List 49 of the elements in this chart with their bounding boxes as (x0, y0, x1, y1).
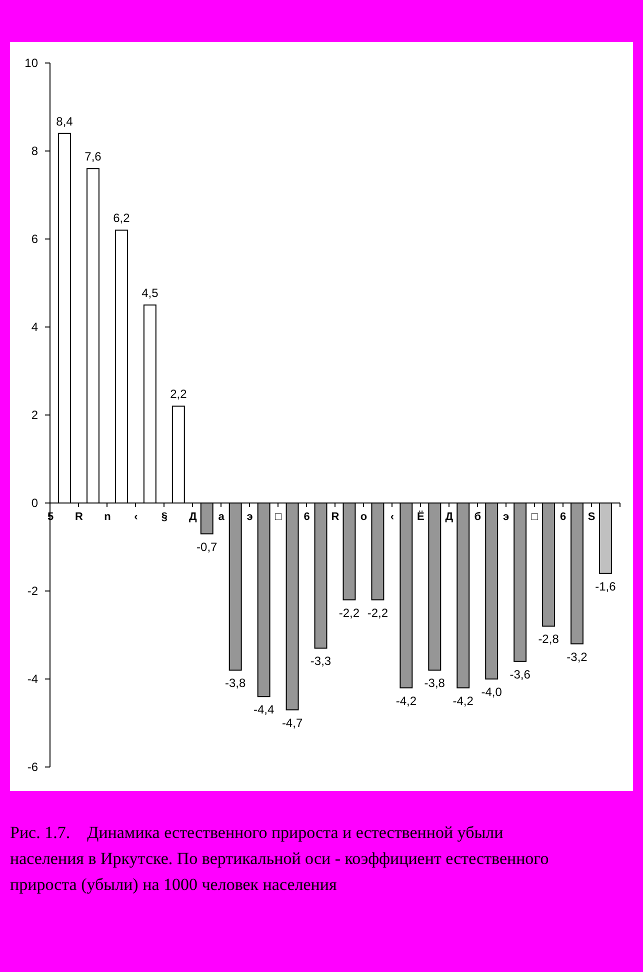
x-tick-label: R (75, 511, 84, 523)
x-tick-label: R (331, 511, 340, 523)
data-label: -4,2 (452, 694, 474, 708)
y-tick-label: -4 (27, 672, 38, 686)
x-tick-label: 6 (560, 511, 566, 523)
x-tick-label: n (104, 511, 112, 523)
y-tick-label: -2 (27, 584, 38, 598)
data-label: -3,8 (424, 676, 446, 690)
data-label: -1,6 (595, 579, 616, 594)
data-label: -2,8 (538, 632, 560, 646)
data-label: -3,8 (225, 676, 246, 690)
x-tick-label: □ (531, 511, 538, 523)
data-label: 4,5 (142, 286, 159, 300)
x-tick-label: Д (188, 511, 197, 523)
data-label: -4,0 (481, 685, 502, 699)
data-label: 6,2 (113, 211, 130, 226)
x-tick-label: § (161, 511, 168, 523)
y-tick-label: 0 (31, 496, 38, 510)
y-tick-label: -6 (27, 760, 38, 774)
x-tick-label: ‹ (134, 511, 138, 523)
data-label: -3,6 (510, 667, 531, 682)
x-tick-label: Д (445, 511, 454, 523)
x-tick-label: б (474, 511, 482, 523)
data-label: -2,2 (367, 606, 388, 620)
data-label: 2,2 (170, 387, 188, 402)
x-tick-label: а (218, 511, 226, 523)
data-label: -3,2 (566, 650, 588, 664)
x-tick-label: э (246, 511, 253, 523)
x-tick-label: э (503, 511, 510, 523)
data-label: -2,2 (338, 606, 360, 620)
data-label: -0,7 (196, 540, 218, 554)
data-label: 8,4 (56, 114, 74, 128)
x-tick-label: ‹ (390, 511, 394, 523)
x-tick-label: Ё (416, 510, 424, 523)
x-tick-label: о (360, 511, 368, 523)
x-tick-label: □ (274, 511, 282, 523)
text: Рис. 1.7. Динамика естественного прироста и естественной убыли населения в Иркутске. По вертикальной оси - коэффициент естественного прироста (убыли) на 1000 человек населения (10, 822, 550, 896)
data-label: -4,4 (253, 702, 274, 717)
y-tick-label: 2 (31, 408, 38, 422)
data-label: -3,3 (310, 654, 332, 668)
x-tick-label: S (588, 511, 596, 523)
x-tick-label: 6 (304, 511, 310, 523)
y-tick-label: 8 (31, 144, 38, 158)
data-label: -4,2 (396, 694, 417, 708)
y-tick-label: 6 (31, 232, 38, 246)
y-tick-label: 4 (31, 320, 38, 334)
y-tick-label: 10 (24, 56, 38, 70)
data-label: 7,6 (84, 150, 102, 164)
data-label: -4,7 (282, 716, 303, 730)
